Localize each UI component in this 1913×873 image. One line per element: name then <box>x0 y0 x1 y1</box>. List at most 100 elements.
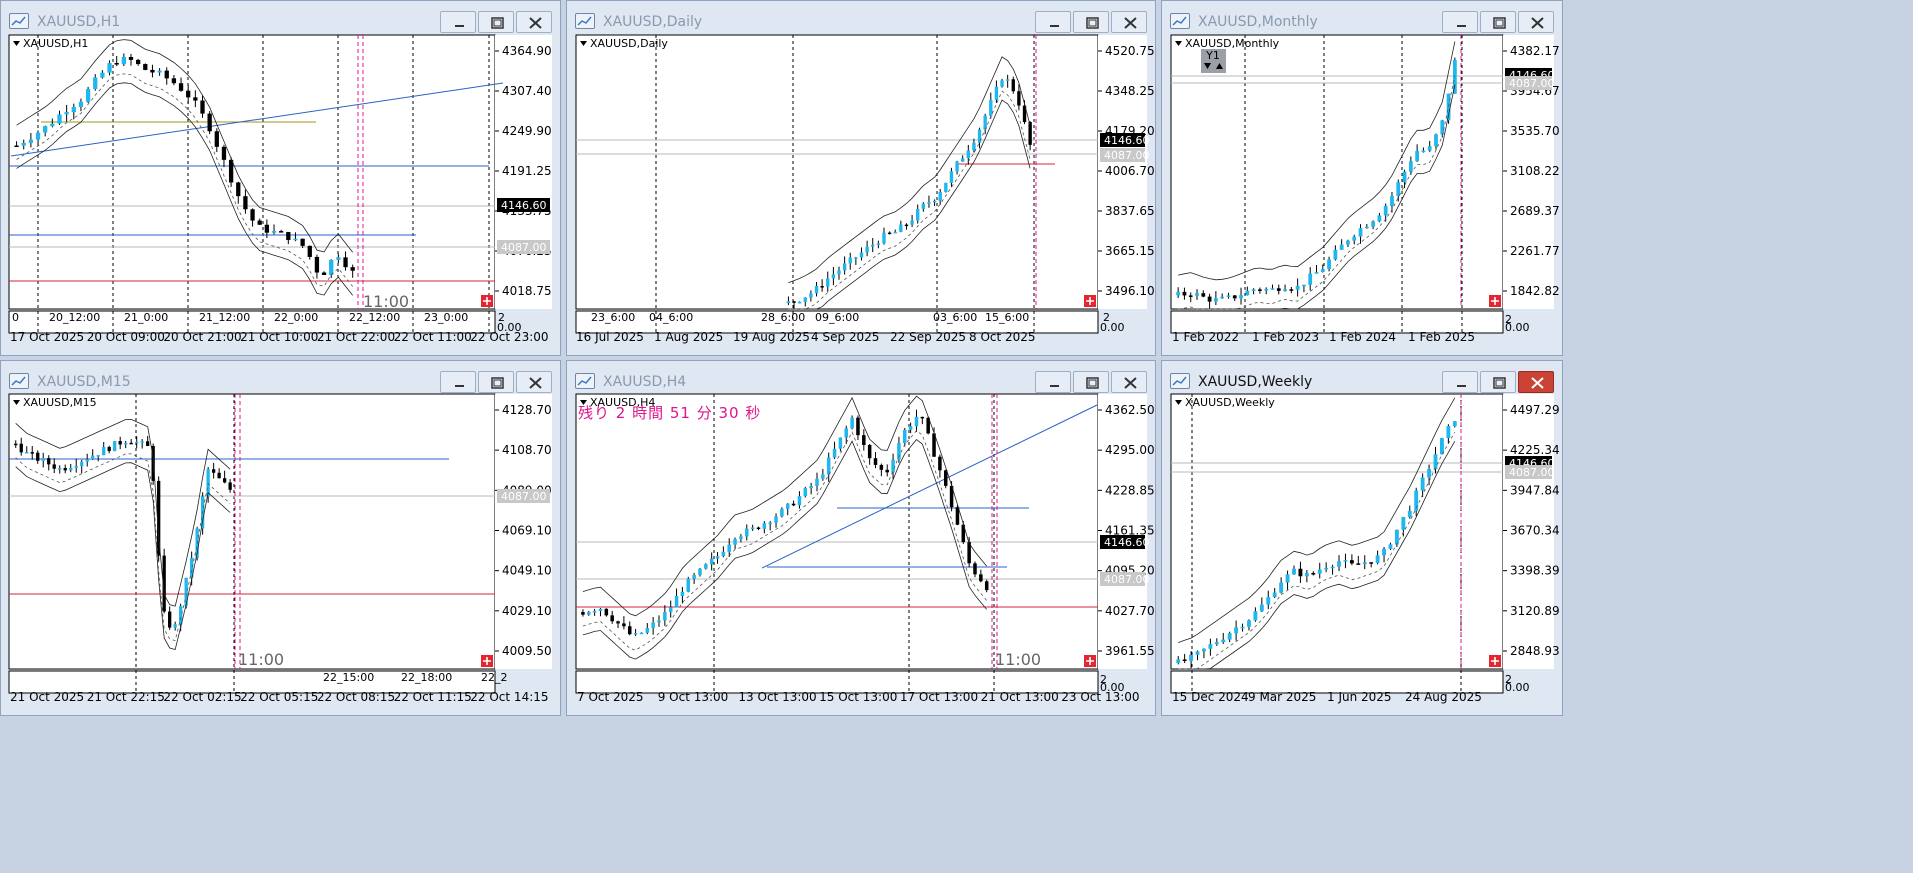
bear-candle <box>920 416 925 419</box>
chart-canvas[interactable]: XAUUSD,H14364.904307.404249.904191.25413… <box>1 1 560 355</box>
time-strip[interactable] <box>8 310 496 334</box>
minimize-button[interactable] <box>1035 371 1071 393</box>
minimize-icon <box>1457 385 1466 387</box>
bollinger-lower <box>1178 441 1456 670</box>
bear-candle <box>118 441 122 445</box>
dropdown-triangle-icon[interactable] <box>13 400 20 405</box>
time-strip[interactable] <box>575 670 1099 694</box>
corner-value: 0.00 <box>1100 321 1125 334</box>
bull-candle <box>910 220 914 225</box>
bull-candle <box>1371 221 1375 227</box>
window-h4[interactable]: XAUUSD,H4 XAUUSD,H4 残り 2 時間 51 分 30 秒 4362.… <box>566 360 1156 716</box>
bull-candle <box>739 536 743 540</box>
price-axis[interactable] <box>495 394 552 669</box>
chart-canvas[interactable]: XAUUSD,Weekly 4497.29 4225.34 3947.84 3670.3… <box>1162 361 1562 715</box>
maximize-button[interactable] <box>1073 371 1109 393</box>
bear-candle <box>1028 122 1032 145</box>
window-weekly[interactable]: XAUUSD,Weekly XAUUSD,Weekly 4497.29 4225.34… <box>1161 360 1563 716</box>
window-title: XAUUSD,M15 <box>37 374 131 390</box>
minimize-button[interactable] <box>1442 371 1478 393</box>
price-label: 3665.15 <box>1105 244 1155 258</box>
title-bar[interactable]: XAUUSD,M15 <box>1 361 560 401</box>
bull-candle <box>663 612 667 621</box>
bollinger-lower <box>788 99 1031 310</box>
plot-area[interactable] <box>1170 393 1504 670</box>
window-monthly[interactable]: XAUUSD,Monthly XAUUSD,Monthly Y1 4382.17 395… <box>1161 0 1563 356</box>
close-button[interactable] <box>1111 11 1147 33</box>
date-axis-label: 23 Oct 13:00 <box>1061 690 1139 704</box>
date-axis-label: 22 Sep 2025 <box>890 330 966 344</box>
reference-price-value: 4087.00 <box>1104 573 1150 586</box>
minimize-button[interactable] <box>1035 11 1071 33</box>
scale-up-icon[interactable] <box>1216 63 1223 69</box>
dropdown-triangle-icon[interactable] <box>13 41 20 46</box>
bull-candle <box>844 428 849 438</box>
bull-candle <box>686 578 691 592</box>
bull-candle <box>814 286 819 294</box>
title-bar[interactable]: XAUUSD,Weekly <box>1162 361 1562 401</box>
reference-price-value: 4087.00 <box>1509 77 1555 90</box>
date-axis-label: 1 Feb 2024 <box>1329 330 1396 344</box>
title-bar[interactable]: XAUUSD,H4 <box>567 361 1155 401</box>
title-bar[interactable]: XAUUSD,Daily <box>567 1 1155 41</box>
plot-area[interactable] <box>575 34 1099 310</box>
window-m15[interactable]: XAUUSD,M15XAUUSD,M154128.704108.704089.0… <box>0 360 561 716</box>
minimize-button[interactable] <box>440 11 476 33</box>
maximize-button[interactable] <box>1073 11 1109 33</box>
date-axis-label: 1 Jun 2025 <box>1327 690 1392 704</box>
close-button[interactable] <box>1518 11 1554 33</box>
plot-area[interactable] <box>8 34 496 310</box>
dropdown-triangle-icon[interactable] <box>580 41 587 46</box>
bear-candle <box>792 301 796 303</box>
plot-area[interactable] <box>8 393 496 670</box>
price-label: 2848.93 <box>1510 644 1560 658</box>
current-price-value: 4146.60 <box>501 199 547 212</box>
dropdown-triangle-icon[interactable] <box>1175 41 1182 46</box>
price-label: 4295.00 <box>1105 443 1155 457</box>
maximize-button[interactable] <box>1480 371 1516 393</box>
close-button[interactable] <box>516 371 552 393</box>
bull-candle <box>173 624 177 628</box>
title-bar[interactable]: XAUUSD,Monthly <box>1162 1 1562 41</box>
dropdown-triangle-icon[interactable] <box>580 400 587 405</box>
bear-candle <box>867 444 872 459</box>
chart-canvas[interactable]: XAUUSD,M154128.704108.704089.004069.1040… <box>1 361 560 715</box>
minimize-button[interactable] <box>1442 11 1478 33</box>
bull-candle <box>1295 285 1300 290</box>
bull-candle <box>1420 477 1425 491</box>
scale-down-icon[interactable] <box>1204 63 1211 69</box>
time-strip[interactable] <box>8 670 496 694</box>
price-axis[interactable] <box>495 35 552 309</box>
bull-candle <box>100 72 105 78</box>
time-strip[interactable] <box>1170 310 1504 334</box>
price-axis[interactable] <box>1098 35 1147 309</box>
window-daily[interactable]: XAUUSD,Daily XAUUSD,Daily 4520.75 4348.25 41… <box>566 0 1156 356</box>
minimize-button[interactable] <box>440 371 476 393</box>
maximize-button[interactable] <box>478 371 514 393</box>
trendline[interactable] <box>10 82 504 157</box>
close-button[interactable] <box>516 11 552 33</box>
scroll-to-end-icon <box>483 297 491 305</box>
corner-value: 0.00 <box>1505 321 1530 334</box>
title-bar[interactable]: XAUUSD,H1 <box>1 1 560 41</box>
close-button[interactable] <box>1518 371 1554 393</box>
time-strip[interactable] <box>1170 670 1504 694</box>
window-h1[interactable]: XAUUSD,H1 XAUUSD,H1 4364.90 4307.40 4249.90 4… <box>0 0 561 356</box>
minimize-icon <box>1050 25 1059 27</box>
close-button[interactable] <box>1111 371 1147 393</box>
bear-candle <box>14 145 19 148</box>
period-label: 15_6:00 <box>985 311 1029 324</box>
time-strip[interactable] <box>575 310 1099 334</box>
dropdown-triangle-icon[interactable] <box>1175 400 1182 405</box>
price-axis[interactable] <box>1098 394 1147 669</box>
window-title: XAUUSD,H4 <box>603 374 687 390</box>
plot-area[interactable] <box>1170 34 1504 310</box>
maximize-button[interactable] <box>478 11 514 33</box>
maximize-button[interactable] <box>1480 11 1516 33</box>
close-icon <box>1124 17 1137 29</box>
price-axis[interactable] <box>1503 394 1554 669</box>
trendline[interactable] <box>761 404 1098 569</box>
chart-canvas[interactable]: XAUUSD,Daily4520.754348.254179.204006.70… <box>567 1 1155 355</box>
